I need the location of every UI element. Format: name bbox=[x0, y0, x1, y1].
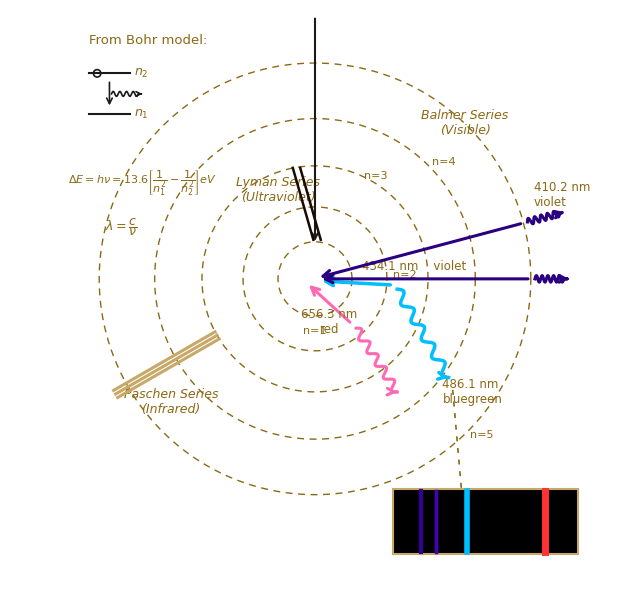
Text: n=2: n=2 bbox=[393, 270, 416, 280]
Text: From Bohr model:: From Bohr model: bbox=[89, 34, 207, 47]
Text: n=1: n=1 bbox=[303, 326, 327, 336]
Text: 486.1 nm
bluegreen: 486.1 nm bluegreen bbox=[442, 378, 502, 405]
Text: n=3: n=3 bbox=[364, 171, 387, 180]
Text: 434.1 nm    violet: 434.1 nm violet bbox=[362, 260, 466, 273]
Text: $n_1$: $n_1$ bbox=[134, 108, 149, 121]
Text: Balmer Series
(Visible): Balmer Series (Visible) bbox=[421, 109, 508, 137]
Text: 656.3 nm
red: 656.3 nm red bbox=[301, 307, 357, 336]
Text: $n_2$: $n_2$ bbox=[134, 67, 149, 80]
Text: $\lambda = \dfrac{c}{\nu}$: $\lambda = \dfrac{c}{\nu}$ bbox=[105, 217, 137, 238]
Text: $\Delta E = h\nu = 13.6\left[\dfrac{1}{n_1^2} - \dfrac{1}{n_2^2}\right] eV$: $\Delta E = h\nu = 13.6\left[\dfrac{1}{n… bbox=[69, 168, 217, 197]
Text: n=5: n=5 bbox=[471, 430, 494, 440]
Text: Lyman Series
(Ultraviolet): Lyman Series (Ultraviolet) bbox=[236, 177, 320, 204]
Text: Paschen Series
(Infrared): Paschen Series (Infrared) bbox=[124, 388, 219, 416]
FancyBboxPatch shape bbox=[393, 488, 578, 554]
Text: n=4: n=4 bbox=[432, 157, 456, 166]
Text: 410.2 nm
violet: 410.2 nm violet bbox=[534, 181, 590, 209]
